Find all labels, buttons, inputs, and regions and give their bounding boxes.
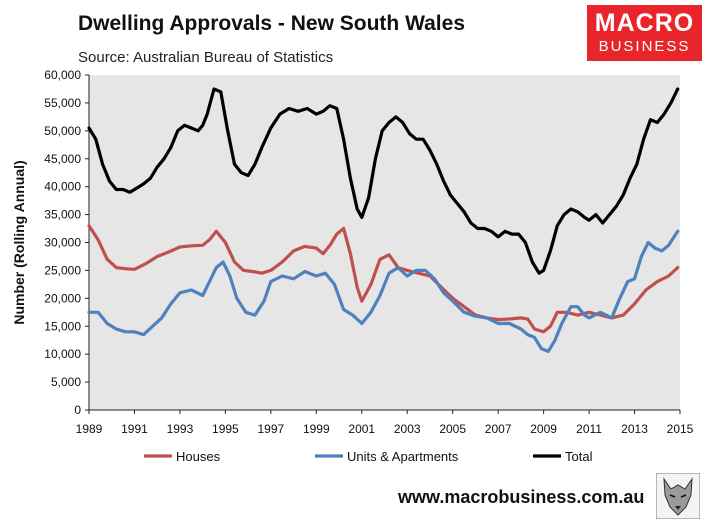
plot-area (89, 75, 680, 410)
x-tick-label: 2013 (621, 422, 648, 436)
x-tick-label: 2003 (394, 422, 421, 436)
x-tick-label: 1991 (121, 422, 148, 436)
legend-label: Units & Apartments (347, 449, 459, 464)
x-tick-label: 2015 (667, 422, 694, 436)
x-tick-label: 1993 (167, 422, 194, 436)
x-tick-label: 2001 (348, 422, 375, 436)
y-tick-label: 30,000 (44, 236, 81, 250)
legend-label: Houses (176, 449, 221, 464)
macrobusiness-logo: MACRO BUSINESS (587, 5, 702, 61)
logo-line1: MACRO (594, 9, 695, 37)
series-line-units-apartments (87, 229, 680, 353)
y-tick-label: 5,000 (51, 375, 81, 389)
y-tick-label: 0 (74, 403, 81, 417)
y-tick-label: 25,000 (44, 263, 81, 277)
x-tick-label: 1989 (76, 422, 103, 436)
x-tick-label: 1999 (303, 422, 330, 436)
x-tick-label: 2009 (530, 422, 557, 436)
y-tick-label: 60,000 (44, 68, 81, 82)
y-tick-label: 50,000 (44, 124, 81, 138)
x-tick-label: 1997 (257, 422, 284, 436)
y-tick-label: 40,000 (44, 180, 81, 194)
x-tick-label: 2007 (485, 422, 512, 436)
logo-line2: BUSINESS (598, 38, 691, 55)
wolf-logo-icon (656, 473, 700, 519)
legend-label: Total (565, 449, 593, 464)
y-tick-label: 35,000 (44, 208, 81, 222)
y-tick-label: 15,000 (44, 319, 81, 333)
chart-source: Source: Australian Bureau of Statistics (78, 49, 334, 66)
x-tick-label: 2005 (439, 422, 466, 436)
series-line-houses (87, 224, 680, 334)
y-tick-label: 45,000 (44, 152, 81, 166)
series-line-total (87, 87, 680, 275)
x-tick-label: 1995 (212, 422, 239, 436)
y-tick-label: 20,000 (44, 291, 81, 305)
y-tick-label: 10,000 (44, 347, 81, 361)
y-axis-label: Number (Rolling Annual) (11, 160, 27, 324)
website-url[interactable]: www.macrobusiness.com.au (398, 487, 645, 507)
chart-title: Dwelling Approvals - New South Wales (78, 12, 465, 35)
x-tick-label: 2011 (576, 422, 602, 436)
y-tick-label: 55,000 (44, 96, 81, 110)
